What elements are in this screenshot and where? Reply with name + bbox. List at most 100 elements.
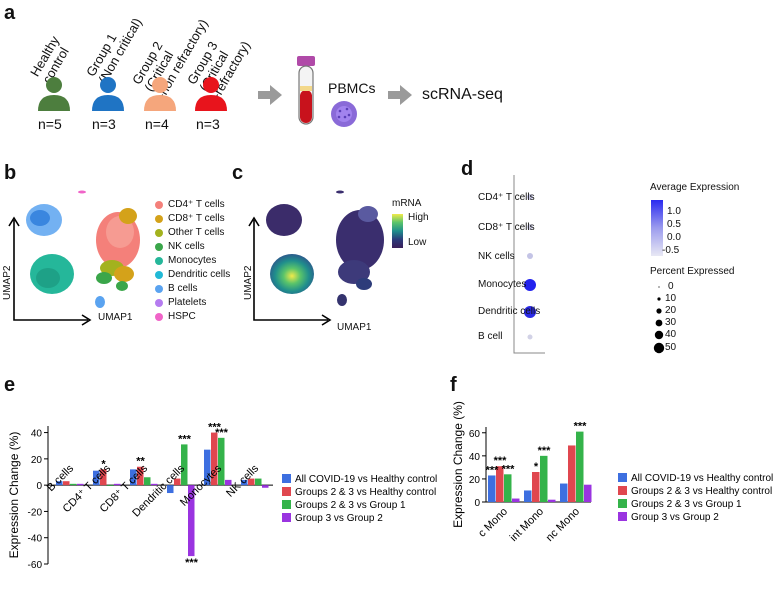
legend-swatch [282, 487, 291, 496]
y-tick-label: 40 [469, 452, 481, 463]
bar [548, 499, 556, 502]
significance-label: ** [136, 456, 145, 468]
n-count-group2: n=4 [145, 116, 169, 132]
person-icon-group1 [92, 77, 124, 111]
legend-label: Dendritic cells [168, 269, 231, 280]
legend-label: All COVID-19 vs Healthy control [295, 474, 437, 485]
pct-size-key [653, 286, 665, 354]
legend-swatch [282, 500, 291, 509]
panel-letter-f: f [450, 374, 457, 396]
pct-key-dot [657, 297, 661, 301]
y-tick-label: 20 [31, 455, 43, 466]
panel-letter-e: e [4, 374, 16, 396]
pct-tick: 40 [665, 329, 677, 340]
n-count-group1: n=3 [92, 116, 116, 132]
avg-tick: 0.5 [667, 219, 681, 230]
legend-swatch [618, 473, 627, 482]
bar [218, 437, 225, 486]
dotplot-dot [524, 306, 536, 318]
bar [114, 483, 121, 486]
legend-dot [155, 214, 163, 223]
significance-label: *** [215, 427, 229, 439]
legend-swatch [282, 474, 291, 483]
significance-label: * [534, 461, 539, 473]
legend-label: Groups 2 & 3 vs Healthy control [631, 486, 772, 497]
significance-label: *** [502, 463, 516, 475]
dotplot-row-label: CD8⁺ T cells [478, 222, 535, 233]
legend-label: Group 3 vs Group 2 [295, 513, 383, 524]
dotplot-row-label: Monocytes [478, 279, 527, 290]
bar [77, 483, 84, 486]
scrnaseq-label: scRNA-seq [422, 86, 503, 103]
y-tick-label: -20 [28, 507, 43, 518]
legend-label: All COVID-19 vs Healthy control [631, 473, 773, 484]
pct-key-dot [656, 308, 662, 314]
legend-label: CD8⁺ T cells [168, 213, 225, 224]
legend-label: Groups 2 & 3 vs Group 1 [295, 500, 406, 511]
mrna-colorbar [392, 214, 403, 248]
pct-key-dot [658, 286, 660, 288]
dotplot-row-label: Dendritic cells [478, 306, 541, 317]
legend-item: Platelets [155, 297, 206, 308]
significance-label: *** [208, 422, 222, 434]
significance-label: *** [178, 433, 192, 445]
bar [248, 478, 255, 486]
pct-tick: 30 [665, 317, 677, 328]
umap-plot-mrna [248, 190, 384, 326]
avg-tick: -0.5 [662, 245, 680, 256]
y-tick-label: 40 [31, 429, 43, 440]
bar [174, 478, 181, 486]
legend-dot [155, 200, 163, 209]
arrow-right-icon [258, 85, 282, 105]
n-count-group3: n=3 [196, 116, 220, 132]
legend-item: CD4⁺ T cells [155, 199, 225, 210]
significance-label: * [101, 458, 106, 470]
bar [488, 475, 496, 502]
dotplot-row-label: NK cells [478, 251, 515, 262]
panel-letter-d: d [461, 158, 474, 180]
bar [568, 445, 576, 502]
significance-label: *** [185, 557, 199, 569]
panel-letter-b: b [4, 162, 17, 184]
person-icon-group2 [144, 77, 176, 111]
bar-chart-e: Expression Change (%) -60 -40 -20 0 20 40 B cel… [7, 422, 437, 571]
bar [70, 483, 77, 486]
n-count-healthy: n=5 [38, 116, 62, 132]
dotplot-row-label: B cell [478, 331, 503, 342]
bar [188, 485, 195, 557]
legend-dot [155, 270, 163, 279]
avg-tick: 1.0 [667, 206, 681, 217]
umap2-label: UMAP2 [243, 265, 254, 300]
bar [56, 481, 63, 486]
legend-swatch [282, 513, 291, 522]
legend-label: Other T cells [168, 227, 225, 238]
legend-dot [155, 284, 163, 293]
legend-dot [155, 256, 163, 265]
arrow-right-icon [388, 85, 412, 105]
legend-item: B cells [155, 283, 197, 294]
bar [496, 466, 504, 502]
significance-label: *** [538, 445, 552, 457]
pct-key-dot [655, 319, 663, 327]
legend-item: HSPC [155, 311, 196, 322]
legend-label: HSPC [168, 311, 196, 322]
umap1-label: UMAP1 [98, 312, 133, 323]
bar [524, 490, 532, 502]
umap2-label: UMAP2 [2, 265, 13, 300]
legend-dot [155, 228, 163, 237]
bar [151, 483, 158, 486]
legend-item: Other T cells [155, 227, 224, 238]
pct-tick: 10 [665, 293, 677, 304]
bar [137, 466, 144, 486]
dotplot-dot [527, 253, 533, 259]
bar [93, 470, 100, 486]
bar [130, 469, 137, 486]
legend-label: Groups 2 & 3 vs Group 1 [631, 499, 742, 510]
umap-plot-celltypes [8, 190, 140, 326]
y-axis-label: Expression Change (%) [7, 432, 21, 559]
panel-letter-c: c [232, 162, 244, 184]
pbmc-cell-icon [331, 101, 357, 127]
pct-tick: 50 [665, 342, 677, 353]
bar [204, 449, 211, 486]
